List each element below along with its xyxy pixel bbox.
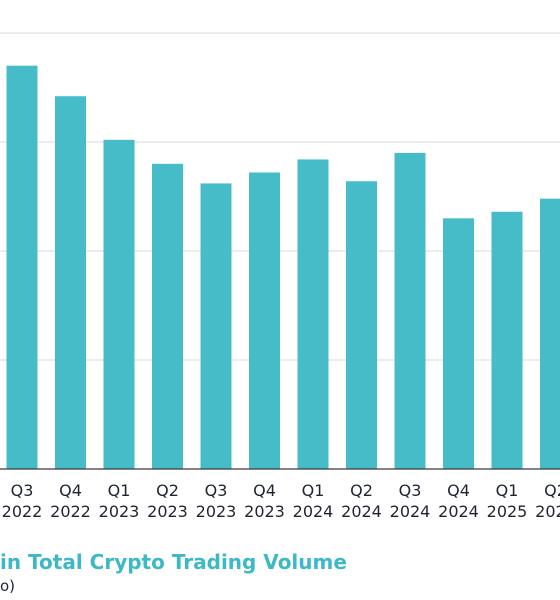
x-tick-quarter: Q2 <box>544 481 560 500</box>
x-tick-quarter: Q3 <box>399 481 422 500</box>
chart-subtitle: o) <box>0 577 16 595</box>
x-tick-quarter: Q2 <box>350 481 373 500</box>
x-tick-labels: Q3 2022 Q4 2022 Q1 2023 Q2 2023 Q3 2023 Q4 2023 Q1 20… <box>2 481 560 521</box>
bar <box>249 172 280 469</box>
x-tick-quarter: Q1 <box>496 481 519 500</box>
bar <box>6 65 38 469</box>
x-tick-quarter: Q2 <box>156 481 179 500</box>
bar <box>103 139 135 469</box>
x-tick-year: 2025 <box>487 502 528 521</box>
bar <box>443 218 474 469</box>
x-tick-year: 2023 <box>244 502 285 521</box>
x-tick-quarter: Q4 <box>253 481 276 500</box>
x-tick-quarter: Q1 <box>108 481 131 500</box>
bar <box>200 183 232 470</box>
bar <box>346 181 377 470</box>
x-tick-year: 2024 <box>438 502 479 521</box>
bar <box>297 159 329 469</box>
chart-title: in Total Crypto Trading Volume <box>0 550 347 574</box>
x-tick-year: 2024 <box>341 502 382 521</box>
x-tick-quarter: Q1 <box>302 481 325 500</box>
x-tick-year: 2024 <box>390 502 431 521</box>
x-tick-quarter: Q3 <box>205 481 228 500</box>
x-tick-quarter: Q4 <box>447 481 470 500</box>
x-tick-quarter: Q3 <box>11 481 34 500</box>
bar <box>55 96 86 469</box>
bar <box>540 198 560 469</box>
bar <box>491 211 523 469</box>
bars <box>6 65 560 470</box>
x-tick-year: 2025 <box>535 502 560 521</box>
x-tick-quarter: Q4 <box>59 481 82 500</box>
x-tick-year: 2023 <box>147 502 188 521</box>
x-tick-year: 2022 <box>2 502 43 521</box>
bar <box>394 152 426 469</box>
x-tick-year: 2023 <box>99 502 140 521</box>
x-tick-year: 2023 <box>196 502 237 521</box>
x-tick-year: 2024 <box>293 502 334 521</box>
x-tick-year: 2022 <box>50 502 91 521</box>
bar <box>152 163 183 470</box>
